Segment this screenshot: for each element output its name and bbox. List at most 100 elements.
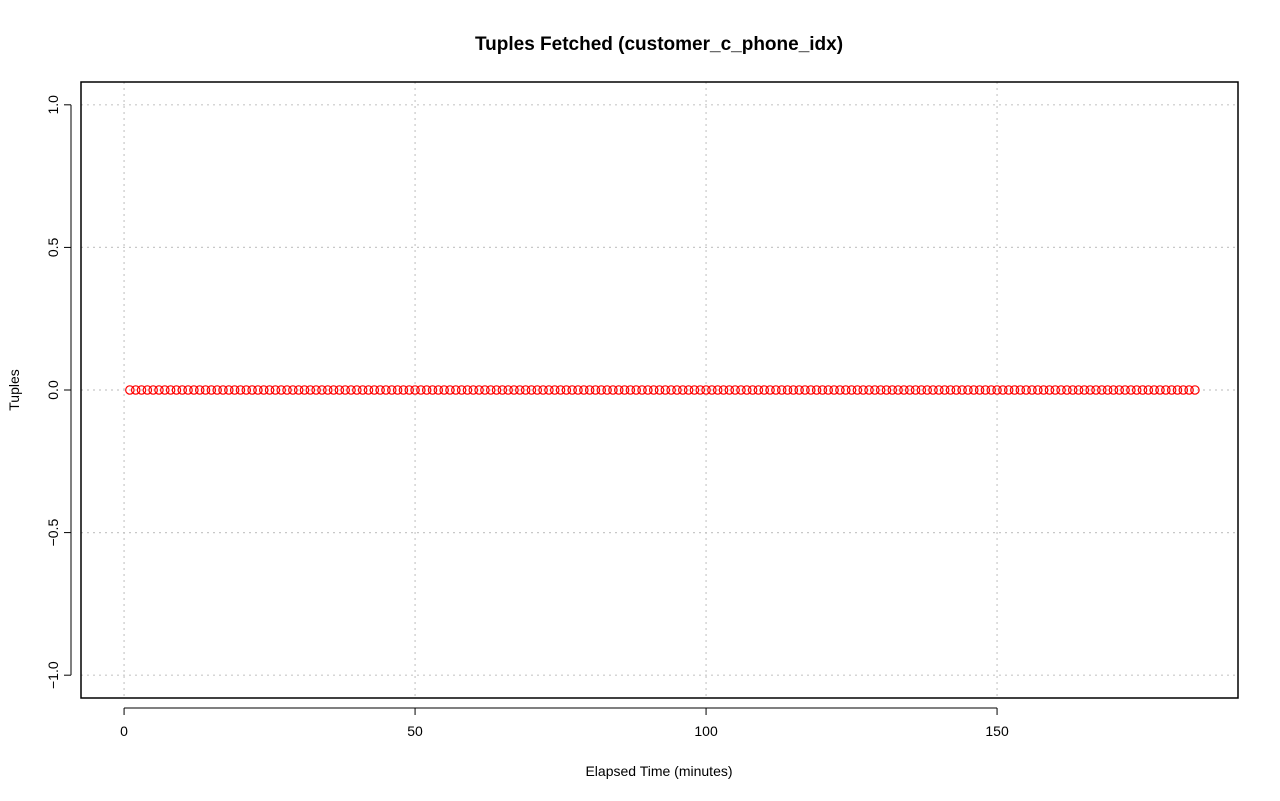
- data-point: [916, 385, 927, 395]
- data-point: [561, 385, 572, 395]
- data-point: [474, 385, 484, 395]
- data-point: [468, 385, 479, 395]
- data-point: [707, 385, 717, 395]
- data-point: [381, 385, 391, 395]
- data-point: [934, 385, 944, 395]
- data-point: [689, 385, 700, 395]
- data-point: [771, 385, 781, 395]
- data-point: [683, 385, 694, 395]
- data-point: [794, 385, 804, 395]
- data-point: [928, 385, 938, 395]
- data-point: [776, 385, 787, 395]
- data-point: [369, 385, 380, 395]
- data-point: [328, 385, 339, 395]
- data-point: [648, 385, 659, 395]
- data-point: [1108, 385, 1119, 395]
- data-point: [1184, 385, 1194, 395]
- data-point: [753, 385, 764, 395]
- data-point: [846, 385, 857, 395]
- data-point: [142, 385, 153, 395]
- x-axis: 0 50 100 150: [120, 707, 1009, 739]
- data-point: [835, 385, 845, 395]
- data-point: [765, 385, 775, 395]
- data-point: [870, 385, 880, 395]
- data-point: [596, 385, 607, 395]
- data-point: [1079, 385, 1090, 395]
- y-tick-label: −1.0: [45, 661, 61, 689]
- x-tick-label: 150: [985, 723, 1009, 739]
- data-point: [904, 385, 915, 395]
- data-point: [677, 385, 688, 395]
- x-tick-label: 0: [120, 723, 128, 739]
- data-point: [573, 385, 583, 395]
- data-point: [637, 385, 647, 395]
- data-point: [724, 385, 735, 395]
- data-point: [416, 385, 426, 395]
- data-point: [1056, 385, 1066, 395]
- plot-frame: [80, 81, 1239, 699]
- data-point: [200, 385, 211, 395]
- data-point: [253, 385, 263, 395]
- data-point: [270, 385, 281, 395]
- data-point: [1003, 385, 1014, 395]
- data-point: [322, 385, 333, 395]
- data-point: [462, 385, 473, 395]
- data-point: [951, 385, 962, 395]
- data-point: [910, 385, 921, 395]
- data-point: [1137, 385, 1148, 395]
- data-point: [130, 385, 141, 395]
- data-point: [945, 385, 956, 395]
- data-point: [224, 385, 234, 395]
- data-point: [532, 385, 543, 395]
- data-point: [258, 385, 269, 395]
- data-point: [171, 385, 182, 395]
- data-point: [1044, 385, 1055, 395]
- x-tick-label: 50: [407, 723, 423, 739]
- data-point: [491, 385, 502, 395]
- data-point: [427, 385, 438, 395]
- data-point: [1050, 385, 1061, 395]
- data-point: [957, 385, 967, 395]
- data-point: [1032, 385, 1043, 395]
- data-point: [194, 385, 205, 395]
- data-point: [666, 385, 676, 395]
- data-point: [1114, 385, 1125, 395]
- data-point: [148, 385, 158, 395]
- data-point: [509, 385, 519, 395]
- data-point: [584, 385, 595, 395]
- data-point: [602, 385, 612, 395]
- data-point: [759, 385, 770, 395]
- data-point: [340, 385, 351, 395]
- y-axis-label: Tuples: [6, 369, 22, 411]
- data-point: [922, 385, 933, 395]
- data-point: [811, 385, 822, 395]
- data-point: [439, 385, 449, 395]
- data-point: [515, 385, 525, 395]
- data-point: [800, 385, 810, 395]
- data-point: [136, 385, 147, 395]
- data-point: [305, 385, 316, 395]
- data-point: [741, 385, 752, 395]
- data-point: [363, 385, 374, 395]
- data-point: [456, 385, 467, 395]
- data-point: [264, 385, 275, 395]
- data-point: [206, 385, 217, 395]
- data-point: [165, 385, 176, 395]
- data-point: [375, 385, 385, 395]
- y-tick-label: 1.0: [45, 95, 61, 115]
- data-point: [398, 385, 409, 395]
- x-axis-label: Elapsed Time (minutes): [585, 763, 732, 779]
- data-point: [1067, 385, 1078, 395]
- data-point: [346, 385, 356, 395]
- data-point: [1149, 385, 1159, 395]
- data-point: [840, 385, 851, 395]
- data-point: [631, 385, 642, 395]
- data-point: [520, 385, 531, 395]
- data-point: [858, 385, 868, 395]
- data-point: [334, 385, 345, 395]
- data-point: [939, 385, 950, 395]
- data-point: [549, 385, 560, 395]
- data-point: [1038, 385, 1049, 395]
- y-tick-label: −0.5: [45, 519, 61, 547]
